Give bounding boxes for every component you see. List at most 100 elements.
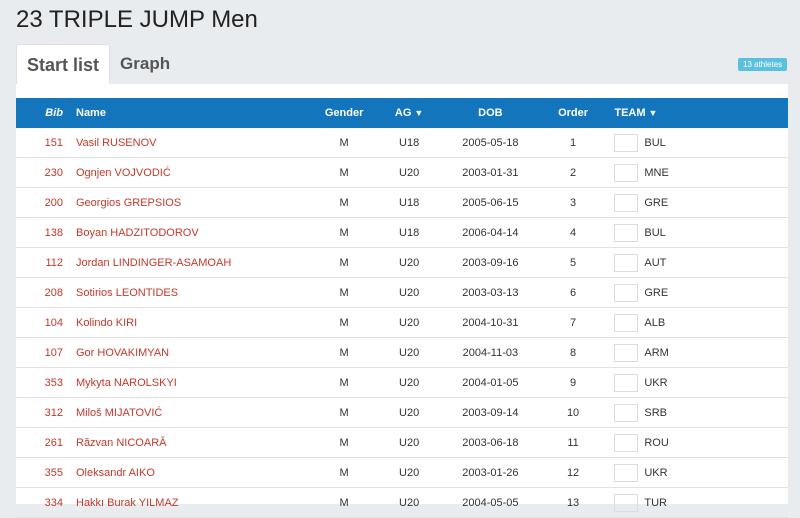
dob: 2003-06-18	[436, 427, 544, 458]
dob: 2004-11-03	[436, 337, 544, 368]
col-spacer	[726, 98, 788, 128]
athlete-name-link[interactable]: Boyan HADZITODOROV	[75, 217, 307, 248]
col-team-label: TEAM	[614, 107, 646, 119]
order: 12	[543, 457, 603, 488]
col-name[interactable]: Name	[76, 107, 106, 119]
athlete-name-link[interactable]: Gor HOVAKIMYAN	[75, 337, 307, 368]
flag-icon	[614, 163, 639, 182]
team-code: UKR	[644, 466, 668, 479]
athlete-name-link[interactable]: Miloš MIJATOVIĆ	[75, 397, 307, 428]
dob: 2003-01-31	[436, 157, 544, 188]
row-spacer	[726, 277, 788, 308]
table-row: 261 Răzvan NICOARĂ M U20 2003-06-18 11 R…	[16, 427, 788, 458]
age-group: U18	[381, 128, 437, 158]
start-list-table: Bib Name Gender AG ▼ DOB Order TEAM ▼ 151 …	[16, 98, 788, 518]
row-spacer	[726, 367, 788, 398]
filter-icon[interactable]: ▼	[414, 108, 424, 118]
order: 11	[543, 427, 603, 458]
bib[interactable]: 200	[16, 187, 75, 218]
dob: 2003-09-14	[436, 397, 544, 428]
athlete-name-link[interactable]: Georgios GREPSIOS	[75, 187, 307, 218]
dob: 2005-06-15	[436, 187, 544, 218]
bib[interactable]: 312	[16, 397, 75, 428]
dob: 2004-01-05	[436, 367, 544, 398]
team: UKR	[602, 457, 726, 488]
bib[interactable]: 151	[16, 128, 75, 158]
team-code: AUT	[644, 256, 667, 269]
dob: 2003-03-13	[436, 277, 544, 308]
team-code: ROU	[644, 436, 669, 449]
page-title: 23 TRIPLE JUMP Men	[16, 6, 258, 33]
age-group: U20	[381, 277, 437, 308]
dob: 2003-09-16	[436, 247, 544, 278]
bib[interactable]: 107	[16, 337, 75, 368]
bib[interactable]: 355	[16, 457, 75, 488]
age-group: U18	[381, 187, 437, 218]
bib[interactable]: 112	[16, 247, 75, 278]
team: ROU	[602, 427, 726, 458]
flag-icon	[614, 463, 639, 482]
flag-icon	[614, 403, 639, 422]
col-dob[interactable]: DOB	[478, 107, 503, 119]
flag-icon	[614, 343, 639, 362]
filter-icon[interactable]: ▼	[648, 108, 658, 118]
team: BUL	[602, 128, 726, 158]
gender: M	[307, 247, 382, 278]
bib[interactable]: 138	[16, 217, 75, 248]
col-ag-label: AG	[394, 107, 412, 119]
team: ARM	[602, 337, 726, 368]
team: SRB	[602, 397, 726, 428]
flag-icon	[614, 253, 639, 272]
team-code: GRE	[644, 196, 669, 209]
age-group: U20	[381, 307, 437, 338]
col-ag[interactable]: AG ▼	[381, 98, 437, 128]
athlete-name-link[interactable]: Răzvan NICOARĂ	[75, 427, 307, 458]
order: 10	[543, 397, 603, 428]
bib[interactable]: 208	[16, 277, 75, 308]
col-order[interactable]: Order	[558, 107, 589, 119]
row-spacer	[726, 427, 788, 458]
gender: M	[307, 307, 382, 338]
col-team[interactable]: TEAM ▼	[602, 98, 726, 128]
flag-icon	[614, 373, 639, 392]
age-group: U18	[381, 217, 437, 248]
order: 8	[543, 337, 603, 368]
tab-graph[interactable]: Graph	[120, 54, 171, 73]
row-spacer	[726, 337, 788, 368]
age-group: U20	[381, 397, 437, 428]
bib[interactable]: 261	[16, 427, 75, 458]
order: 6	[543, 277, 603, 308]
col-bib[interactable]: Bib	[45, 107, 63, 119]
table-row: 230 Ognjen VOJVODIĆ M U20 2003-01-31 2 M…	[16, 157, 788, 188]
bib[interactable]: 104	[16, 307, 75, 338]
bib[interactable]: 353	[16, 367, 75, 398]
athlete-name-link[interactable]: Kolindo KIRI	[75, 307, 307, 338]
table-row: 312 Miloš MIJATOVIĆ M U20 2003-09-14 10 …	[16, 397, 788, 428]
athlete-name-link[interactable]: Sotirios LEONTIDES	[75, 277, 307, 308]
age-group: U20	[381, 337, 437, 368]
age-group: U20	[381, 157, 437, 188]
athlete-name-link[interactable]: Mykyta NAROLSKYI	[75, 367, 307, 398]
col-gender[interactable]: Gender	[324, 107, 364, 119]
order: 7	[543, 307, 603, 338]
gender: M	[307, 187, 382, 218]
flag-icon	[614, 283, 639, 302]
order: 5	[543, 247, 603, 278]
team: GRE	[602, 277, 726, 308]
table-header: Bib Name Gender AG ▼ DOB Order TEAM ▼	[16, 98, 788, 128]
bib[interactable]: 230	[16, 157, 75, 188]
athlete-name-link[interactable]: Ognjen VOJVODIĆ	[75, 157, 307, 188]
gender: M	[307, 217, 382, 248]
team: MNE	[602, 157, 726, 188]
table-row: 355 Oleksandr AIKO M U20 2003-01-26 12 U…	[16, 457, 788, 488]
athlete-name-link[interactable]: Oleksandr AIKO	[75, 457, 307, 488]
table-row: 353 Mykyta NAROLSKYI M U20 2004-01-05 9 …	[16, 367, 788, 398]
age-group: U20	[381, 247, 437, 278]
tab-start-list[interactable]: Start list	[16, 44, 111, 85]
athlete-name-link[interactable]: Vasil RUSENOV	[75, 128, 307, 158]
team-code: GRE	[644, 286, 669, 299]
athlete-name-link[interactable]: Jordan LINDINGER-ASAMOAH	[75, 247, 307, 278]
age-group: U20	[381, 457, 437, 488]
dob: 2003-01-26	[436, 457, 544, 488]
athletes-count-badge: 13 athletes	[738, 58, 788, 71]
